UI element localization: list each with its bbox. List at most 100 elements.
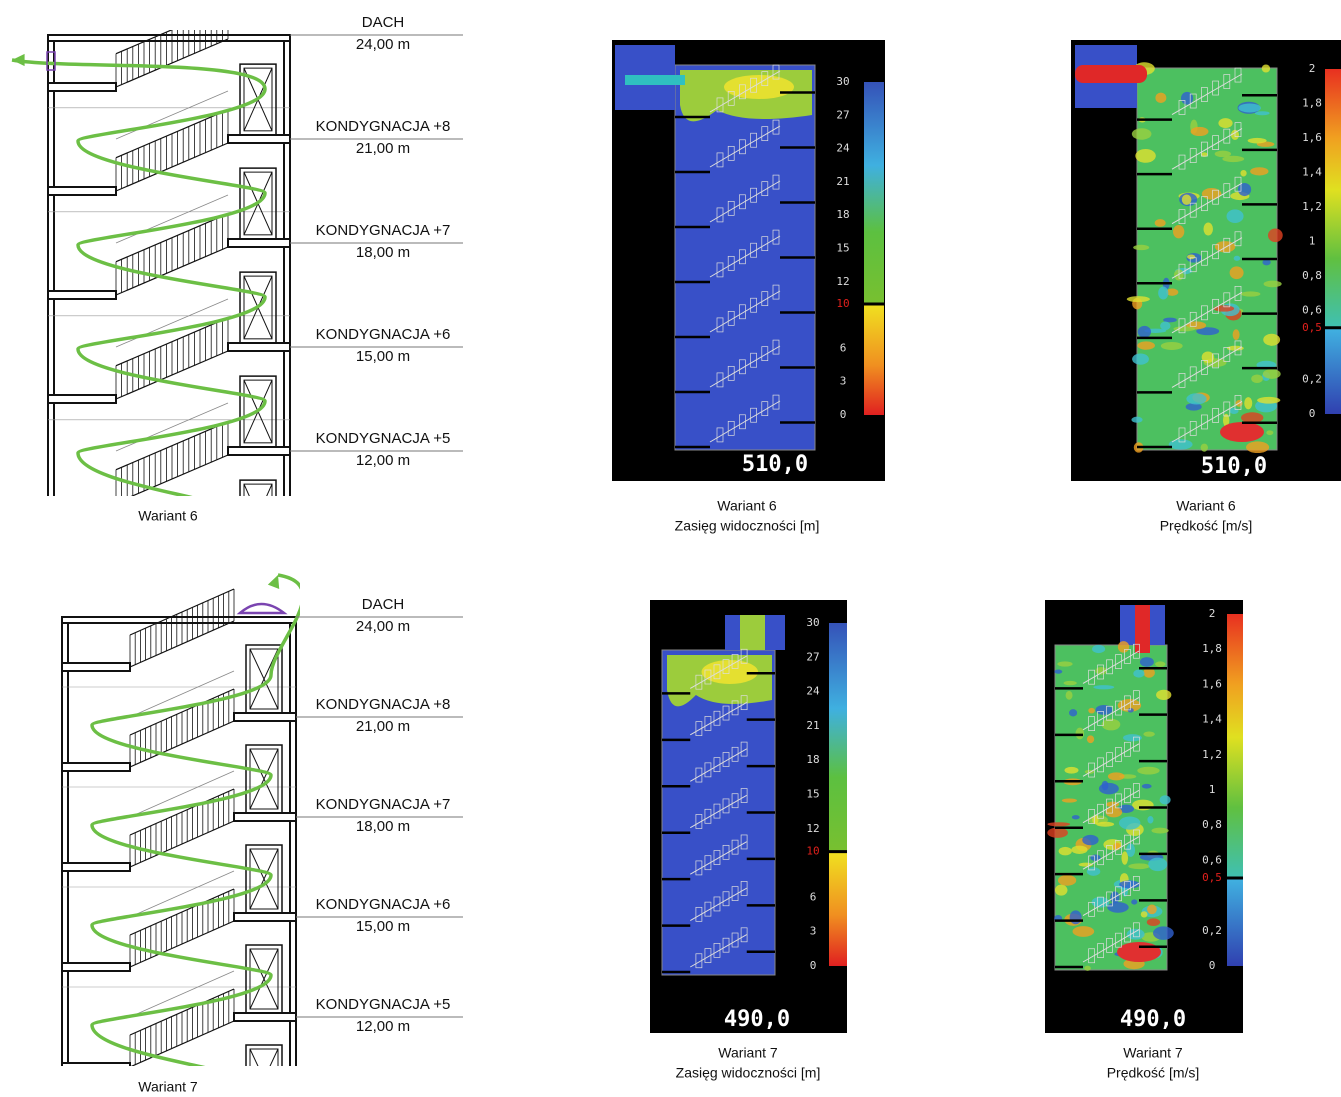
flow-blob	[1087, 735, 1094, 743]
level-name: KONDYGNACJA +8	[316, 696, 451, 713]
scale-label: 3	[810, 925, 817, 938]
vent-smoke	[740, 615, 765, 650]
flow-blob	[1119, 816, 1140, 829]
scale-label: 12	[806, 822, 819, 835]
scale-label: 27	[806, 650, 819, 663]
flow-blob	[1093, 685, 1114, 689]
flow-blob	[1057, 661, 1072, 666]
scale-label: 27	[836, 108, 849, 121]
caption-variant: Wariant 6	[717, 498, 777, 514]
flow-blob	[1118, 641, 1129, 653]
door	[240, 480, 276, 551]
flow-blob	[1238, 103, 1261, 112]
flow-blob	[1142, 784, 1152, 789]
landing-slab	[62, 1063, 130, 1071]
door-cross	[250, 1049, 278, 1097]
scale-label: 0,5	[1302, 321, 1322, 334]
landing-slab	[234, 1013, 296, 1021]
scale-label: 15	[836, 242, 849, 255]
scale-label: 24	[806, 685, 820, 698]
scale-label: 6	[840, 341, 847, 354]
flow-blob	[1155, 219, 1166, 227]
landing-slab	[48, 395, 116, 403]
level-name: KONDYGNACJA +5	[316, 430, 451, 447]
landing-slab	[228, 239, 290, 247]
flow-blob	[1187, 255, 1195, 260]
flow-blob	[1132, 353, 1149, 364]
vent-smoke	[625, 75, 685, 85]
flow-blob	[1186, 393, 1206, 404]
scale-label: 3	[840, 375, 847, 388]
time-readout: 510,0	[742, 452, 808, 477]
scale-label: 12	[836, 275, 849, 288]
roof-slab	[48, 35, 290, 41]
scale-label: 0	[840, 408, 847, 421]
flow-blob	[1064, 767, 1078, 774]
simulation-panel: 3027242118151210630510,0	[612, 40, 885, 481]
flow-blob	[1264, 281, 1282, 288]
level-height: 21,00 m	[356, 718, 410, 735]
scale-label: 0,8	[1302, 269, 1322, 282]
scale-label: 1,6	[1302, 131, 1322, 144]
flow-blob	[1155, 93, 1166, 103]
time-readout: 490,0	[1120, 1007, 1186, 1032]
scale-label: 24	[836, 142, 850, 155]
caption: Wariant 6	[138, 508, 198, 524]
scale-label: 6	[810, 890, 817, 903]
level-name: KONDYGNACJA +6	[316, 896, 451, 913]
scale-label: 30	[836, 75, 849, 88]
flow-blob	[1169, 439, 1193, 449]
scale-label: 2	[1209, 607, 1216, 620]
scale-label: 21	[806, 719, 819, 732]
flow-blob	[1201, 444, 1208, 452]
caption-label: Zasięg widoczności [m]	[676, 1065, 821, 1081]
level-name: KONDYGNACJA +7	[316, 796, 451, 813]
level-height: 12,00 m	[356, 1018, 410, 1035]
flow-blob	[1173, 225, 1184, 238]
landing-slab	[48, 187, 116, 195]
landing-slab	[62, 863, 130, 871]
scale-label: 10	[806, 845, 819, 858]
level-height: 18,00 m	[356, 244, 410, 261]
flow-blob	[1248, 138, 1267, 144]
flow-blob	[1234, 256, 1241, 261]
level-height: 21,00 m	[356, 140, 410, 157]
flow-blob	[1047, 828, 1068, 838]
jet	[1135, 605, 1150, 653]
flow-blob	[1082, 835, 1098, 845]
flow-blob	[1147, 816, 1153, 823]
flow-blob	[1127, 929, 1145, 940]
flow-blob	[1133, 245, 1149, 250]
flow-blob	[1161, 342, 1183, 350]
flow-blob	[1062, 798, 1077, 802]
level-height: 18,00 m	[356, 818, 410, 835]
flow-blob	[1123, 734, 1142, 741]
flow-blob	[1227, 209, 1244, 223]
caption-label: Prędkość [m/s]	[1107, 1065, 1200, 1081]
flow-blob	[1151, 828, 1168, 834]
flow-blob	[1096, 822, 1114, 827]
level-name: DACH	[362, 14, 405, 31]
color-bar	[864, 82, 884, 415]
landing-slab	[228, 447, 290, 455]
scale-label: 0,2	[1302, 373, 1322, 386]
flow-blob	[1158, 287, 1168, 300]
flow-blob	[1238, 183, 1251, 196]
flow-blob	[1108, 772, 1125, 780]
flow-blob	[1092, 645, 1105, 653]
caption-label: Zasięg widoczności [m]	[675, 518, 820, 534]
arrow-head	[268, 575, 279, 589]
scale-label: 0,6	[1302, 304, 1322, 317]
flow-blob	[1203, 222, 1212, 235]
flow-blob	[1229, 408, 1238, 414]
scale-label: 1,6	[1202, 677, 1222, 690]
scale-label: 1,2	[1202, 748, 1222, 761]
scale-label: 0,6	[1202, 853, 1222, 866]
flow-blob	[1088, 708, 1095, 714]
flow-blob	[1266, 430, 1273, 435]
roof-hatch	[240, 604, 284, 613]
scale-label: 30	[806, 616, 819, 629]
door-cross	[250, 1049, 278, 1097]
flow-blob	[1128, 863, 1150, 869]
